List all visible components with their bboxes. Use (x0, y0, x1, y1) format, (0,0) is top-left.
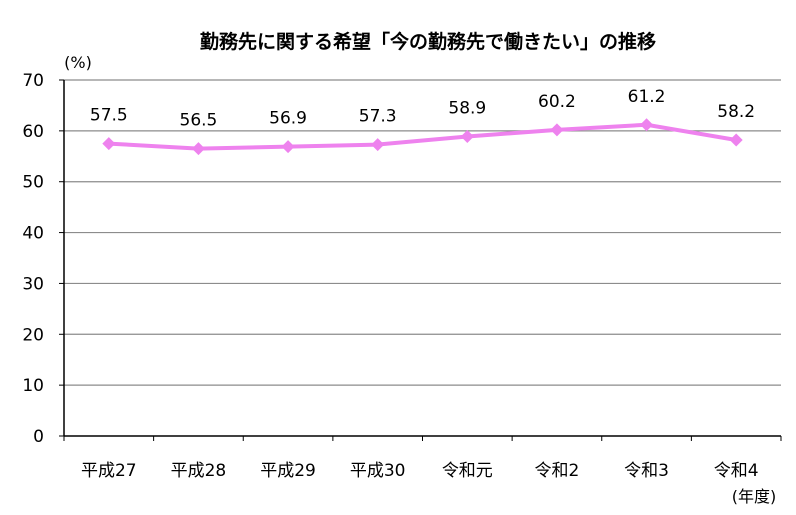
data-labels: 57.5 56.5 56.9 57.3 58.9 60.2 61.2 58.2 (90, 87, 755, 131)
data-label: 57.3 (359, 107, 397, 127)
data-label: 58.2 (717, 102, 755, 122)
x-tick-label: 令和元 (442, 461, 493, 481)
data-point (550, 123, 564, 137)
y-tick-label: 50 (22, 173, 44, 193)
data-point (371, 138, 385, 152)
y-axis-unit-label: (%) (64, 53, 92, 72)
data-label: 57.5 (90, 106, 128, 126)
y-tick-label: 20 (22, 325, 44, 345)
axes (63, 80, 781, 437)
data-label: 56.5 (180, 111, 218, 131)
x-tick-label: 平成29 (260, 461, 316, 481)
x-tick-label: 令和2 (535, 461, 580, 481)
y-tick-label: 0 (33, 427, 44, 447)
x-tick-label: 令和4 (714, 461, 759, 481)
y-axis-ticks: 0 10 20 30 40 50 60 70 (22, 71, 64, 447)
y-tick-label: 30 (22, 274, 44, 294)
y-tick-label: 60 (22, 122, 44, 142)
data-point (102, 137, 116, 151)
data-label: 61.2 (628, 87, 666, 107)
x-tick-label: 平成27 (81, 461, 137, 481)
y-tick-label: 10 (22, 376, 44, 396)
chart-title: 勤務先に関する希望「今の勤務先で働きたい」の推移 (200, 30, 656, 53)
gridlines (64, 79, 781, 386)
series-group (102, 118, 743, 156)
series-line (106, 122, 739, 151)
data-label: 56.9 (269, 109, 307, 129)
data-label: 58.9 (448, 98, 486, 118)
x-tick-label: 平成30 (350, 461, 406, 481)
x-axis-unit-label: (年度) (732, 487, 777, 506)
data-point (191, 142, 205, 156)
x-tick-label: 平成28 (171, 461, 227, 481)
data-point (729, 133, 743, 147)
data-point (281, 140, 295, 154)
data-point (460, 129, 474, 143)
y-tick-label: 70 (22, 71, 44, 91)
x-tick-label: 令和3 (624, 461, 669, 481)
y-tick-label: 40 (22, 224, 44, 244)
data-label: 60.2 (538, 92, 576, 112)
data-point (640, 118, 654, 132)
x-axis-ticks: 平成27 平成28 平成29 平成30 令和元 令和2 令和3 令和4 (63, 436, 782, 481)
